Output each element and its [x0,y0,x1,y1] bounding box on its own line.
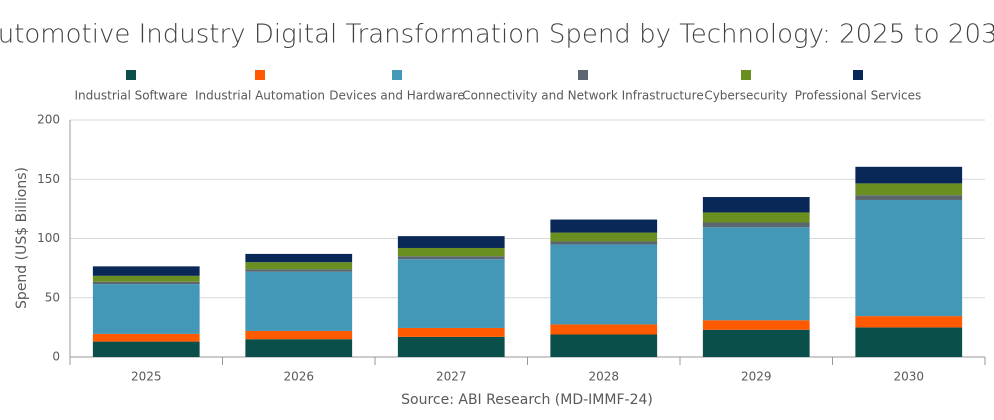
bar-segment [702,222,810,228]
legend-label: Cybersecurity [704,89,787,103]
bar-segment [245,253,353,263]
bar-segment [92,266,200,276]
legend-swatch [741,70,751,80]
x-tick-label: 2029 [741,370,772,384]
legend-label: Industrial Software [75,89,188,103]
bar-segment [92,284,200,334]
legend-swatch [392,70,402,80]
bar-segment [397,259,505,328]
legend-label: Industrial Automation [195,89,325,103]
bar-segment [245,269,353,272]
bar-segment [92,341,200,357]
bar-segment [550,244,658,325]
legend-label: Devices and Hardware [329,89,464,103]
legend-label: Professional Services [795,89,922,103]
bar-segment [92,333,200,342]
source-note: Source: ABI Research (MD-IMMF-24) [401,392,653,408]
bar-segment [92,275,200,282]
bar-segment [702,329,810,357]
y-axis-label: Spend (US$ Billions) [14,167,30,309]
bar-segment [855,195,963,200]
legend-swatch [126,70,136,80]
x-tick-label: 2026 [283,370,314,384]
bar-segment [92,281,200,285]
bar-segment [550,334,658,357]
bar-segment [702,212,810,223]
legend-swatch [578,70,588,80]
y-tick-label: 50 [45,290,60,304]
x-tick-label: 2025 [131,370,162,384]
bar-segment [397,256,505,260]
bar-segment [550,219,658,233]
y-tick-label: 100 [37,231,60,245]
x-tick-label: 2030 [893,370,924,384]
y-tick-label: 200 [37,113,60,127]
bar-segment [855,166,963,184]
bar-segment [245,262,353,270]
legend-swatch [853,70,863,80]
bar-segment [550,232,658,242]
bar-segment [245,330,353,340]
bar-segment [855,183,963,196]
bar-segment [702,227,810,321]
bar-segment [397,247,505,257]
bar-segment [397,327,505,337]
x-tick-label: 2027 [436,370,467,384]
bar-segment [702,197,810,213]
bar-segment [245,339,353,357]
bar-segment [397,236,505,248]
y-tick-label: 0 [52,350,60,364]
y-tick-label: 150 [37,172,60,186]
legend-swatch [255,70,265,80]
bar-segment [397,336,505,357]
bar-segment [550,324,658,335]
x-tick-label: 2028 [588,370,619,384]
bar-segment [550,241,658,245]
bar-segment [855,199,963,317]
bar-segment [245,271,353,331]
chart-title: Automotive Industry Digital Transformati… [0,20,994,50]
legend-label: Connectivity and Network Infrastructure [462,89,703,103]
bar-segment [855,316,963,328]
bar-segment [702,320,810,330]
bar-segment [855,327,963,357]
